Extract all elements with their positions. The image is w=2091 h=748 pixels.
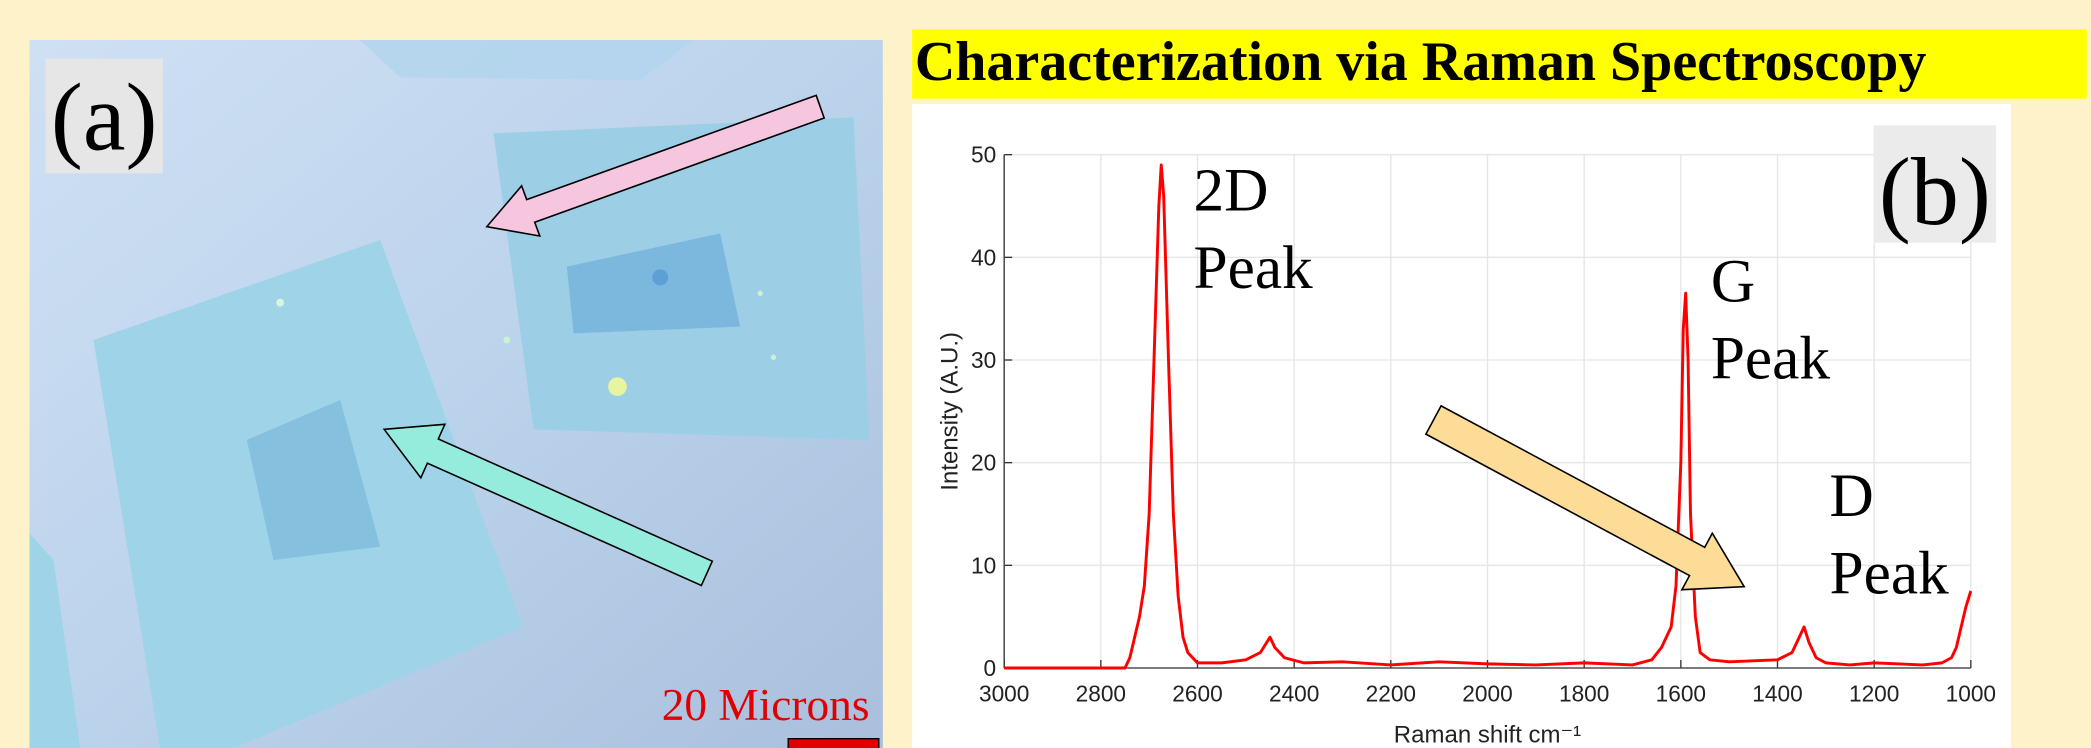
y-tick-label: 10 xyxy=(971,552,996,578)
y-axis-label: Intensity (A.U.) xyxy=(937,332,964,491)
x-tick-label: 2400 xyxy=(1269,680,1319,706)
y-tick-label: 40 xyxy=(971,244,996,270)
micrograph: (a) 20 Microns xyxy=(29,40,883,748)
x-tick-label: 2000 xyxy=(1462,680,1512,706)
spectrum-line xyxy=(1004,163,1973,670)
scale-label: 20 Microns xyxy=(662,680,870,730)
annotation: Peak xyxy=(1830,539,1950,607)
y-tick-label: 30 xyxy=(971,347,996,373)
annotation: 2D xyxy=(1194,157,1269,225)
panel-label: (a) xyxy=(51,63,158,170)
annotation: G xyxy=(1711,247,1755,315)
arrow xyxy=(1424,404,1746,591)
x-tick-label: 1000 xyxy=(1946,680,1996,706)
x-tick-label: 1400 xyxy=(1752,680,1802,706)
x-tick-label: 2800 xyxy=(1076,680,1126,706)
annotation: Peak xyxy=(1194,234,1314,302)
y-tick-label: 50 xyxy=(971,142,996,168)
y-tick-label: 20 xyxy=(971,450,996,476)
y-tick-label: 0 xyxy=(984,655,997,681)
x-tick-label: 2600 xyxy=(1172,680,1222,706)
annotation: Peak xyxy=(1711,325,1831,393)
x-tick-label: 1200 xyxy=(1849,680,1899,706)
plot: 0 10 20 30 40 50 3000 2800 2600 2400 2200 2000 1800 1… xyxy=(937,142,1997,748)
x-axis-label: Raman shift cm⁻¹ xyxy=(1394,722,1581,748)
annotation: D xyxy=(1830,462,1874,530)
panel-label: (b) xyxy=(1879,138,1991,245)
x-tick-label: 1800 xyxy=(1559,680,1609,706)
x-tick-label: 3000 xyxy=(979,680,1029,706)
title-bg xyxy=(912,29,2087,99)
x-tick-label: 1600 xyxy=(1656,680,1706,706)
x-tick-label: 2200 xyxy=(1366,680,1416,706)
chart-title: Characterization via Raman Spectroscopy xyxy=(915,31,1927,93)
